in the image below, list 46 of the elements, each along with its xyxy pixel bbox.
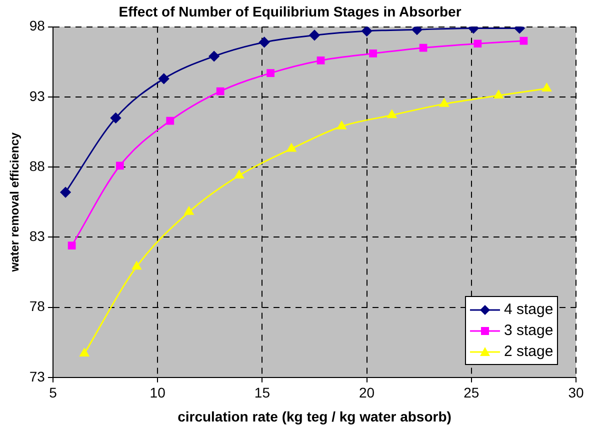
point <box>60 187 71 198</box>
point <box>166 116 174 125</box>
legend-label: 2 stage <box>504 342 554 362</box>
y-tick-label: 93 <box>29 88 46 104</box>
point <box>266 69 274 78</box>
y-tick-label: 83 <box>29 228 46 244</box>
point <box>309 30 320 40</box>
y-tick-label: 73 <box>29 368 46 384</box>
point <box>208 51 220 62</box>
point <box>474 40 482 48</box>
x-tick-label: 25 <box>464 384 480 401</box>
y-tick-label: 98 <box>29 18 46 34</box>
legend-label: 3 stage <box>504 321 554 342</box>
y-tick-label: 88 <box>29 158 46 174</box>
x-tick-label: 5 <box>49 384 58 401</box>
point <box>412 26 422 35</box>
x-axis-title: circulation rate (kg teg / kg water absorb) <box>178 408 452 424</box>
x-tick-label: 15 <box>254 384 270 401</box>
point <box>184 206 194 215</box>
point <box>337 121 346 130</box>
point <box>234 170 244 178</box>
point <box>387 110 397 118</box>
point <box>316 56 325 64</box>
point <box>369 50 377 58</box>
y-axis-title: water removal efficiency <box>8 132 22 273</box>
legend-label: 4 stage <box>504 300 554 320</box>
point <box>110 112 121 124</box>
point <box>542 83 552 92</box>
point <box>259 36 270 48</box>
point <box>116 162 124 170</box>
point <box>419 44 428 52</box>
point <box>80 348 89 357</box>
point <box>494 90 504 99</box>
point <box>440 98 449 107</box>
point <box>68 242 76 250</box>
point <box>286 144 296 152</box>
point <box>520 36 528 45</box>
x-tick-label: 20 <box>359 384 375 401</box>
x-tick-label: 30 <box>568 384 584 401</box>
point <box>158 73 170 84</box>
point <box>362 26 372 36</box>
point <box>132 261 142 270</box>
point <box>216 87 224 96</box>
y-tick-label: 78 <box>29 298 46 314</box>
x-tick-label: 10 <box>150 384 166 401</box>
chart-title: Effect of Number of Equilibrium Stages in Absorber <box>118 3 462 20</box>
